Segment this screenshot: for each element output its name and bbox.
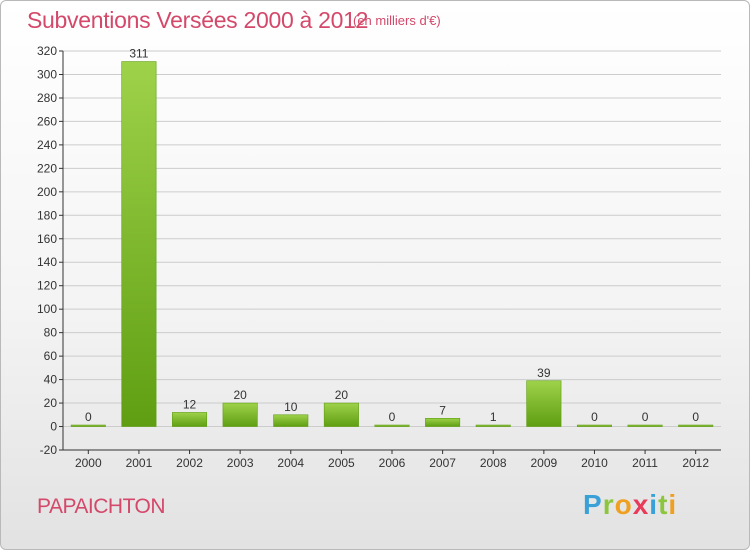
y-tick-label: 300 [37,67,57,81]
bar [576,424,612,427]
value-label: 1 [490,410,497,424]
bar [627,424,663,427]
logo-letter: i [668,489,678,520]
value-label: 0 [389,410,396,424]
bars [70,61,714,427]
value-label: 20 [233,388,247,402]
y-tick-label: 320 [37,44,57,58]
y-tick-label: 240 [37,138,57,152]
y-tick-label: 120 [37,279,57,293]
y-tick-label: 60 [44,349,58,363]
logo-letter: o [614,489,633,520]
value-label: 0 [85,410,92,424]
axes [59,50,721,454]
logo-letter: i [649,489,659,520]
y-tick-label: -20 [40,443,58,457]
y-tick-label: 180 [37,208,57,222]
labels: -200204060801001201401601802002202402602… [37,44,709,470]
proxiti-logo[interactable]: Proxiti [583,489,677,521]
bar [323,402,359,427]
bar [273,414,309,427]
bar [172,412,208,427]
y-tick-label: 40 [44,373,58,387]
y-tick-label: 20 [44,396,58,410]
y-tick-label: 220 [37,161,57,175]
x-tick-label: 2003 [227,456,254,470]
y-tick-label: 80 [44,326,58,340]
chart-title: Subventions Versées 2000 à 2012 [27,7,369,33]
y-tick-label: 200 [37,185,57,199]
y-tick-label: 260 [37,114,57,128]
y-tick-label: 160 [37,232,57,246]
value-label: 311 [129,47,148,61]
value-label: 10 [284,400,298,414]
logo-letter: t [658,489,669,520]
x-tick-label: 2011 [632,456,658,470]
bar [475,424,511,427]
value-label: 7 [439,403,446,417]
x-tick-label: 2012 [682,456,709,470]
y-tick-label: 280 [37,91,57,105]
x-tick-label: 2008 [480,456,507,470]
x-tick-label: 2004 [277,456,304,470]
y-tick-label: 140 [37,255,57,269]
bar [121,61,157,427]
logo-letter: r [602,489,615,520]
value-label: 12 [183,397,197,411]
chart-subtitle: (en milliers d'€) [353,13,441,28]
value-label: 0 [591,410,598,424]
x-tick-label: 2001 [126,456,153,470]
commune-name: PAPAICHTON [37,495,166,518]
bar [222,402,258,427]
logo-letter: x [632,489,650,520]
logo-letter: P [583,489,603,520]
value-label: 20 [335,388,349,402]
value-label: 0 [642,410,649,424]
x-tick-label: 2009 [530,456,557,470]
value-label: 39 [537,366,551,380]
bar [374,424,410,427]
grid-lines [63,50,721,451]
x-tick-label: 2000 [75,456,102,470]
x-tick-label: 2005 [328,456,355,470]
value-label: 0 [692,410,699,424]
x-tick-label: 2007 [429,456,456,470]
x-tick-label: 2002 [176,456,203,470]
bar [70,424,106,427]
x-tick-label: 2006 [379,456,406,470]
bar [526,380,562,427]
x-tick-label: 2010 [581,456,608,470]
y-tick-label: 100 [37,302,57,316]
y-tick-label: 0 [50,420,57,434]
bar [678,424,714,427]
bar [425,418,461,427]
